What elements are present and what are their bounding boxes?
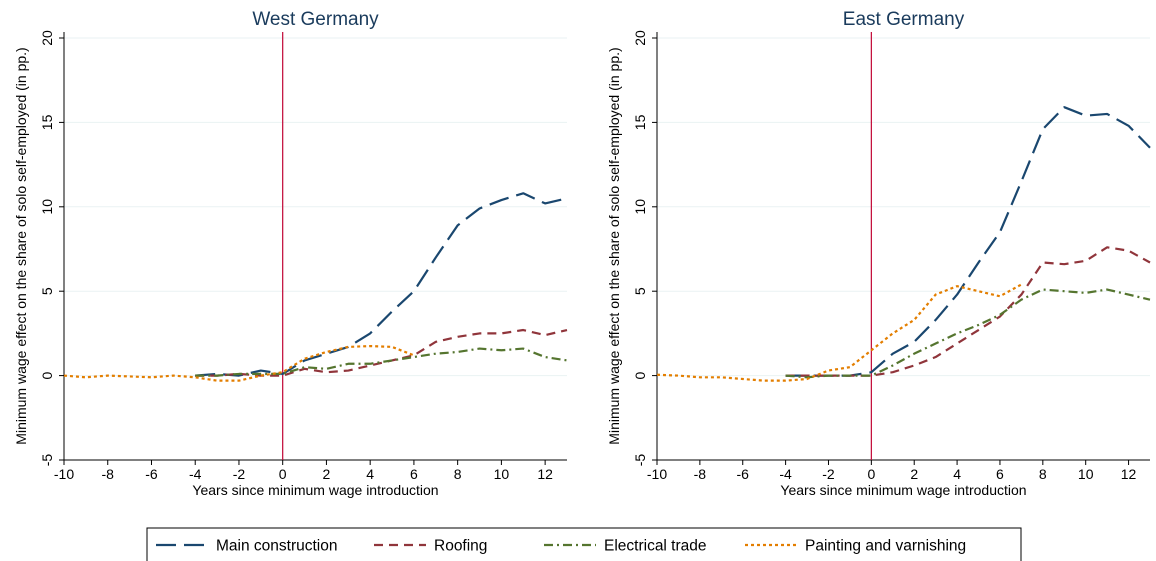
panel-title: East Germany: [843, 9, 965, 30]
x-tick-label: 0: [867, 466, 875, 482]
y-axis-title: Minimum wage effect on the share of solo…: [13, 47, 29, 444]
x-tick-label: 12: [1121, 466, 1137, 482]
x-tick-label: 2: [323, 466, 331, 482]
x-tick-label: 8: [1039, 466, 1047, 482]
series-line-roofing: [785, 246, 1151, 377]
east-germany-panel: -5 0 5 10 15 20 -10 -8 -6 -4 -2 0 2 4 6 8 10 12 Years sinc…: [606, 9, 1151, 498]
y-tick-label: 15: [632, 114, 648, 130]
y-tick-label: 5: [632, 287, 648, 295]
x-tick-label: 6: [410, 466, 418, 482]
legend-label-painting-and-varnishing: Painting and varnishing: [805, 538, 966, 555]
x-tick-label: 4: [366, 466, 374, 482]
y-tick-label: 15: [39, 114, 55, 130]
x-tick-label: 8: [454, 466, 462, 482]
y-tick-label: 10: [632, 199, 648, 215]
x-tick-label: 0: [279, 466, 287, 482]
x-tick-label: -4: [189, 466, 202, 482]
x-tick-label: -2: [822, 466, 835, 482]
x-tick-label: -6: [737, 466, 750, 482]
series-line-electrical-trade: [195, 347, 568, 377]
legend: Main construction Roofing Electrical trade…: [146, 527, 1022, 561]
legend-label-electrical-trade: Electrical trade: [604, 538, 707, 555]
series-line-painting-and-varnishing: [656, 283, 1022, 382]
x-tick-label: -10: [647, 466, 667, 482]
x-tick-label: -2: [233, 466, 246, 482]
x-tick-label: -10: [54, 466, 74, 482]
panel-title: West Germany: [252, 9, 379, 30]
x-tick-label: -8: [694, 466, 707, 482]
x-tick-label: -4: [779, 466, 792, 482]
x-tick-label: 6: [996, 466, 1004, 482]
west-germany-panel: -5 0 5 10 15 20 -10 -8 -6 -4 -2 0 2 4 6 8 10 12 Years sinc…: [13, 9, 568, 498]
y-tick-label: -5: [39, 454, 55, 467]
x-tick-label: 10: [494, 466, 510, 482]
y-tick-label: 20: [632, 30, 648, 46]
x-tick-label: 10: [1078, 466, 1094, 482]
y-tick-label: 0: [39, 371, 55, 379]
x-tick-label: -8: [102, 466, 115, 482]
x-tick-label: -6: [145, 466, 158, 482]
x-tick-label: 2: [910, 466, 918, 482]
y-tick-label: 0: [632, 371, 648, 379]
legend-label-main-construction: Main construction: [216, 538, 337, 555]
x-axis-title: Years since minimum wage introduction: [192, 482, 438, 498]
y-axis-title: Minimum wage effect on the share of solo…: [606, 47, 622, 444]
series-line-electrical-trade: [785, 288, 1151, 379]
x-tick-label: 4: [953, 466, 961, 482]
series-line-roofing: [195, 328, 568, 377]
x-axis-title: Years since minimum wage introduction: [780, 482, 1026, 498]
y-tick-label: 20: [39, 30, 55, 46]
y-tick-label: 5: [39, 287, 55, 295]
x-tick-label: 12: [537, 466, 553, 482]
series-line-painting-and-varnishing: [63, 344, 415, 382]
y-tick-label: -5: [632, 454, 648, 467]
series-line-main-construction: [785, 106, 1151, 377]
y-tick-label: 10: [39, 199, 55, 215]
legend-label-roofing: Roofing: [434, 538, 487, 555]
series-line-main-construction: [195, 192, 568, 377]
